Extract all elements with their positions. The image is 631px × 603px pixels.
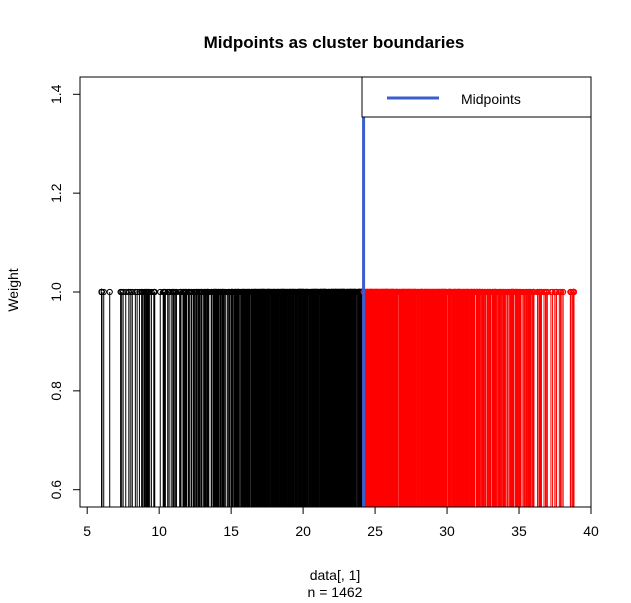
y-tick-label: 1.0 xyxy=(48,282,64,302)
x-axis: 5 10 15 20 25 30 35 40 xyxy=(83,507,599,539)
y-axis-label: Weight xyxy=(5,268,21,311)
stem-point xyxy=(173,288,180,296)
x-tick-label: 40 xyxy=(583,523,599,539)
y-tick-label: 1.4 xyxy=(48,84,64,104)
stem-point xyxy=(560,288,567,296)
stem-point xyxy=(100,288,107,296)
y-tick-label: 0.6 xyxy=(48,480,64,500)
y-axis: 0.6 0.8 1.0 1.2 1.4 xyxy=(48,84,80,499)
y-tick-label: 1.2 xyxy=(48,183,64,203)
x-axis-label: data[, 1] xyxy=(310,567,361,583)
x-tick-label: 30 xyxy=(439,523,455,539)
stem-point xyxy=(132,288,139,296)
legend: Midpoints xyxy=(361,76,592,118)
y-tick-label: 0.8 xyxy=(48,381,64,401)
x-tick-label: 35 xyxy=(511,523,527,539)
x-tick-label: 5 xyxy=(83,523,91,539)
x-tick-label: 20 xyxy=(295,523,311,539)
x-tick-label: 15 xyxy=(223,523,239,539)
stems-layer xyxy=(98,288,577,507)
x-tick-label: 10 xyxy=(151,523,167,539)
x-tick-label: 25 xyxy=(367,523,383,539)
legend-label: Midpoints xyxy=(461,91,521,107)
chart-title: Midpoints as cluster boundaries xyxy=(204,33,465,52)
stem-point xyxy=(106,288,113,296)
stem-point xyxy=(570,288,577,296)
x-axis-sublabel: n = 1462 xyxy=(308,584,363,600)
stem-point xyxy=(125,288,133,296)
